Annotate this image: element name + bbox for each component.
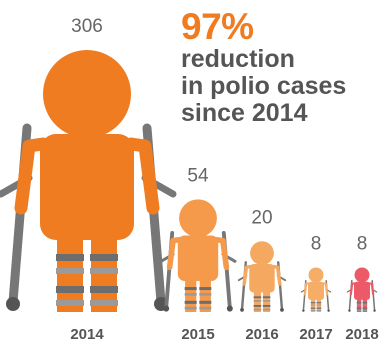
brace-left-upper [184,287,197,291]
crutch-right-tip [280,307,284,312]
crutch-left-tip [6,297,20,311]
crutch-left-tip [240,307,244,312]
crutch-right-tip [327,309,330,312]
brace-left-ankle [56,300,84,306]
brace-left-mid [310,304,316,306]
figure-head [179,199,217,238]
brace-left-upper [56,254,84,261]
figure-2014 [0,50,177,312]
brace-left-ankle [184,306,197,310]
brace-left-upper [356,302,362,304]
crutch-left-tip [163,305,170,312]
crutch-right-tip [373,309,376,312]
year-label-2015: 2015 [181,326,214,343]
brace-right-ankle [262,308,271,311]
brace-left-lower [253,304,262,307]
figure-2017 [300,267,332,312]
figure-head [308,267,324,283]
brace-right-ankle [316,309,322,311]
value-label-2018: 8 [357,233,368,254]
figure-torso [308,281,324,300]
year-label-2014: 2014 [70,326,104,343]
brace-right-mid [316,304,322,306]
brace-left-ankle [253,308,262,311]
value-label-2017: 8 [311,233,322,254]
value-label-2016: 20 [251,207,272,228]
brace-left-mid [253,300,262,302]
value-label-2014: 306 [71,16,103,37]
figure-arm-right [272,264,282,286]
brace-left-lower [310,307,316,309]
figure-2016 [237,241,287,312]
headline-line-3: since 2014 [181,99,308,127]
brace-right-upper [362,302,368,304]
brace-left-upper [310,302,316,304]
year-label-2018: 2018 [345,326,378,343]
brace-right-mid [199,293,212,296]
figure-arm-left [242,264,252,286]
figure-arm-right [368,282,375,296]
value-label-2015: 54 [187,165,209,186]
crutch-left-tip [302,309,305,312]
brace-right-upper [90,254,118,261]
figure-arm-right [124,137,160,215]
brace-right-lower [90,286,118,293]
brace-left-ankle [310,309,316,311]
figure-head [43,50,131,138]
figures [0,50,378,312]
figure-2018 [346,267,378,312]
brace-left-mid [356,304,362,306]
brace-right-ankle [90,300,118,306]
figure-torso [40,134,134,240]
crutch-right-tip [226,305,233,312]
brace-left-mid [184,293,197,296]
brace-left-mid [56,268,84,274]
headline-percent: 97% [181,6,254,47]
figure-torso [354,281,370,300]
brace-left-ankle [356,309,362,311]
headline: 97% reduction in polio cases since 2014 [181,8,386,127]
headline-line-2: in polio cases [181,72,347,100]
brace-right-mid [90,268,118,274]
brace-right-lower [199,300,212,304]
brace-right-mid [262,300,271,302]
headline-line-1: reduction [181,45,295,73]
brace-right-mid [362,304,368,306]
year-label-2016: 2016 [245,326,278,343]
figure-arm-left [303,282,310,296]
brace-right-upper [316,302,322,304]
figure-torso [249,263,275,293]
brace-left-lower [56,286,84,293]
figure-arm-left [166,236,182,271]
figure-arm-right [322,282,329,296]
brace-right-upper [262,296,271,299]
brace-left-lower [184,300,197,304]
year-label-2017: 2017 [299,326,332,343]
figure-arm-left [349,282,356,296]
brace-right-lower [262,304,271,307]
brace-right-lower [316,307,322,309]
figure-head [250,241,274,266]
figure-2015 [159,199,237,312]
figure-arm-right [214,236,230,271]
brace-right-ankle [362,309,368,311]
brace-right-lower [362,307,368,309]
figure-torso [177,235,219,282]
brace-right-ankle [199,306,212,310]
crutch-left-tip [348,309,351,312]
brace-left-upper [253,296,262,299]
figure-arm-left [14,137,50,215]
figure-head [354,267,370,283]
brace-left-lower [356,307,362,309]
brace-right-upper [199,287,212,291]
